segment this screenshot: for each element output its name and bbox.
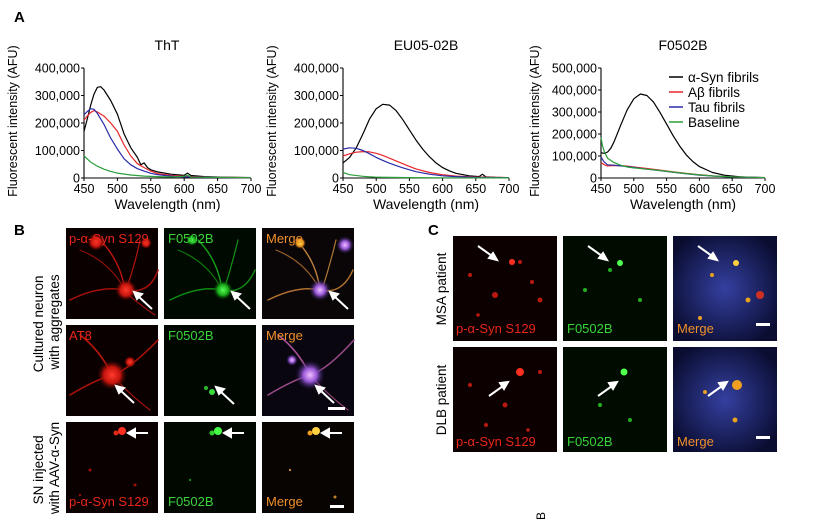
y-tick-label: 400,000 <box>35 62 80 76</box>
series-line <box>600 137 766 179</box>
series-line <box>342 171 510 179</box>
y-tick-label: 0 <box>332 172 339 186</box>
series-line <box>83 155 252 179</box>
y-tick-label: 200,000 <box>35 117 80 131</box>
chart-title: F0502B <box>658 37 707 53</box>
micrograph-b-r1-green <box>164 228 256 319</box>
y-tick-label: 200,000 <box>294 117 339 131</box>
label-b-r2-merge: Merge <box>266 328 303 343</box>
label-b-r3-merge: Merge <box>266 494 303 509</box>
y-axis-label: Fluorescent intensity (AFU) <box>6 45 20 196</box>
chart-title: ThT <box>155 37 180 53</box>
label-b-r1-green: F0502B <box>168 231 214 246</box>
micrograph-c-r1-green <box>563 236 667 341</box>
x-tick-label: 450 <box>591 182 612 196</box>
label-b-r3-red: p-α-Syn S129 <box>69 494 149 509</box>
x-tick-label: 500 <box>623 182 644 196</box>
label-c-r2-merge: Merge <box>677 434 714 449</box>
micrograph-b-r3-green <box>164 422 256 513</box>
x-axis-label: Wavelength (nm) <box>373 196 479 212</box>
label-b-r1-red: p-α-Syn S129 <box>69 231 149 246</box>
y-tick-label: 400,000 <box>294 62 339 76</box>
chart-tht: ThT 450 500 550 600 650 700 0 100,000 200,000 300,… <box>6 37 261 212</box>
series-line <box>83 86 252 179</box>
label-c-r2-green: F0502B <box>567 434 613 449</box>
label-b-r1-merge: Merge <box>266 231 303 246</box>
series-line <box>600 93 766 179</box>
y-tick-label: 300,000 <box>552 106 597 120</box>
y-tick-label: 0 <box>590 172 597 186</box>
chart-f0502b: F0502B 450 500 550 600 650 700 0 100,000 200,000 3… <box>528 37 775 212</box>
y-tick-label: 100,000 <box>35 144 80 158</box>
label-b-r2-green: F0502B <box>168 328 214 343</box>
y-tick-label: 300,000 <box>294 89 339 103</box>
y-tick-label: 400,000 <box>552 84 597 98</box>
y-tick-label: 100,000 <box>552 150 597 164</box>
chart-title: EU05-02B <box>394 37 459 53</box>
x-tick-label: 650 <box>207 182 228 196</box>
stray-panel-label: B <box>534 512 548 520</box>
x-axis-label: Wavelength (nm) <box>630 196 736 212</box>
legend-label-baseline: Baseline <box>688 115 740 130</box>
legend-label-tau: Tau fibrils <box>688 100 745 115</box>
x-tick-label: 650 <box>465 182 486 196</box>
y-tick-label: 500,000 <box>552 62 597 76</box>
y-tick-label: 100,000 <box>294 144 339 158</box>
label-c-r1-red: p-α-Syn S129 <box>456 321 536 336</box>
label-b-r3-green: F0502B <box>168 494 214 509</box>
x-tick-label: 700 <box>241 182 262 196</box>
micrograph-c-r2-green <box>563 347 667 452</box>
x-tick-label: 600 <box>432 182 453 196</box>
micrograph-b-r2-green <box>164 325 256 416</box>
label-b-r2-red: AT8 <box>69 328 92 343</box>
x-tick-label: 600 <box>689 182 710 196</box>
series-line <box>342 151 510 179</box>
x-tick-label: 450 <box>333 182 354 196</box>
y-axis-label: Fluorescent intensity (AFU) <box>528 45 542 196</box>
micrograph-c-r2-merge <box>673 347 777 452</box>
micrograph-c-r1-red <box>453 236 557 341</box>
row-label-dlb-patient: DLB patient <box>434 364 449 435</box>
micrograph-b-r3-merge <box>262 422 354 513</box>
chart-eu05-02b: EU05-02B 450 500 550 600 650 700 0 100,000 200,00… <box>265 37 519 212</box>
y-tick-label: 0 <box>73 172 80 186</box>
panel-label-b: B <box>14 222 25 239</box>
y-tick-label: 300,000 <box>35 89 80 103</box>
series-line <box>600 162 766 179</box>
x-tick-label: 550 <box>399 182 420 196</box>
y-axis-label: Fluorescent intensity (AFU) <box>265 45 279 196</box>
x-tick-label: 700 <box>499 182 520 196</box>
micrograph-c-r2-red <box>453 347 557 452</box>
x-tick-label: 550 <box>656 182 677 196</box>
x-axis-label: Wavelength (nm) <box>114 196 220 212</box>
row-label-cultured-neuron: Cultured neuron with aggregates <box>31 272 62 373</box>
panel-b-micrographs: p-α-Syn S129 F0502B Merge AT8 F0502B Mer… <box>31 228 355 515</box>
label-c-r2-red: p-α-Syn S129 <box>456 434 536 449</box>
panel-label-c: C <box>428 222 439 239</box>
panel-label-a: A <box>14 9 25 26</box>
label-c-r1-merge: Merge <box>677 321 714 336</box>
series-line <box>342 147 510 179</box>
x-tick-label: 550 <box>140 182 161 196</box>
chart-legend: α-Syn fibrils Aβ fibrils Tau fibrils Bas… <box>669 70 759 130</box>
x-tick-label: 600 <box>174 182 195 196</box>
x-tick-label: 650 <box>722 182 743 196</box>
label-c-r1-green: F0502B <box>567 321 613 336</box>
x-tick-label: 500 <box>107 182 128 196</box>
x-tick-label: 450 <box>74 182 95 196</box>
legend-label-asyn: α-Syn fibrils <box>688 70 759 85</box>
series-line <box>342 103 510 179</box>
legend-label-abeta: Aβ fibrils <box>688 85 740 100</box>
series-line <box>600 156 766 179</box>
panel-c-micrographs: p-α-Syn S129 F0502B Merge p-α-Syn S129 F… <box>434 236 777 452</box>
micrograph-b-r3-red <box>66 422 158 513</box>
row-label-msa-patient: MSA patient <box>434 252 449 325</box>
x-tick-label: 500 <box>366 182 387 196</box>
x-tick-label: 700 <box>755 182 776 196</box>
row-label-sn-injected: SN injected with AAV-α-Syn <box>31 422 62 515</box>
series-line <box>83 108 252 179</box>
series-line <box>83 110 252 179</box>
y-tick-label: 200,000 <box>552 128 597 142</box>
